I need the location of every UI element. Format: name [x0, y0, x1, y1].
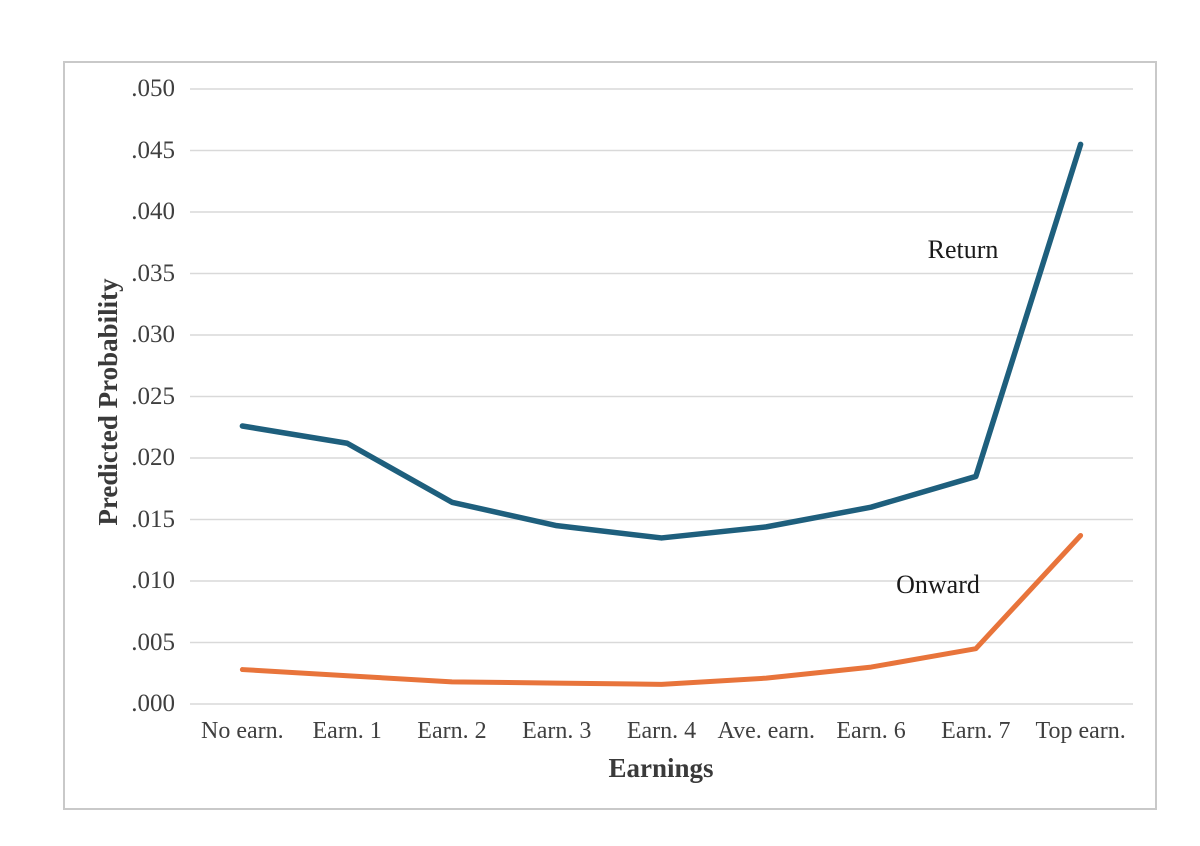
series-label-return: Return	[927, 235, 999, 264]
x-tick-label: Earn. 1	[312, 718, 382, 744]
x-tick-label: Earn. 3	[522, 718, 592, 744]
x-tick-label: Ave. earn.	[717, 718, 816, 744]
x-tick-label: Earn. 4	[626, 718, 697, 744]
y-axis-title: Predicted Probability	[93, 278, 123, 526]
x-tick-label: Top earn.	[1035, 718, 1126, 744]
y-tick-label: .020	[131, 444, 175, 471]
y-tick-label: .005	[131, 628, 175, 656]
x-tick-label: Earn. 7	[941, 718, 1011, 744]
series-line-onward	[239, 532, 1084, 687]
x-tick-label: Earn. 2	[417, 718, 487, 744]
y-tick-label: .040	[131, 198, 175, 225]
y-tick-label: .025	[131, 382, 175, 410]
y-tick-label: .035	[131, 259, 175, 287]
y-tick-label: .015	[131, 505, 175, 533]
series-line-return	[239, 141, 1084, 541]
x-tick-label: Earn. 6	[836, 718, 906, 744]
y-tick-label: .045	[131, 136, 175, 164]
y-tick-label: .050	[131, 75, 175, 102]
y-tick-label: .010	[131, 567, 175, 594]
y-tick-label: .000	[131, 690, 175, 717]
x-axis-title: Earnings	[608, 753, 714, 783]
y-tick-label: .030	[131, 321, 175, 348]
x-tick-label: No earn.	[201, 718, 284, 744]
series-label-onward: Onward	[896, 570, 980, 599]
